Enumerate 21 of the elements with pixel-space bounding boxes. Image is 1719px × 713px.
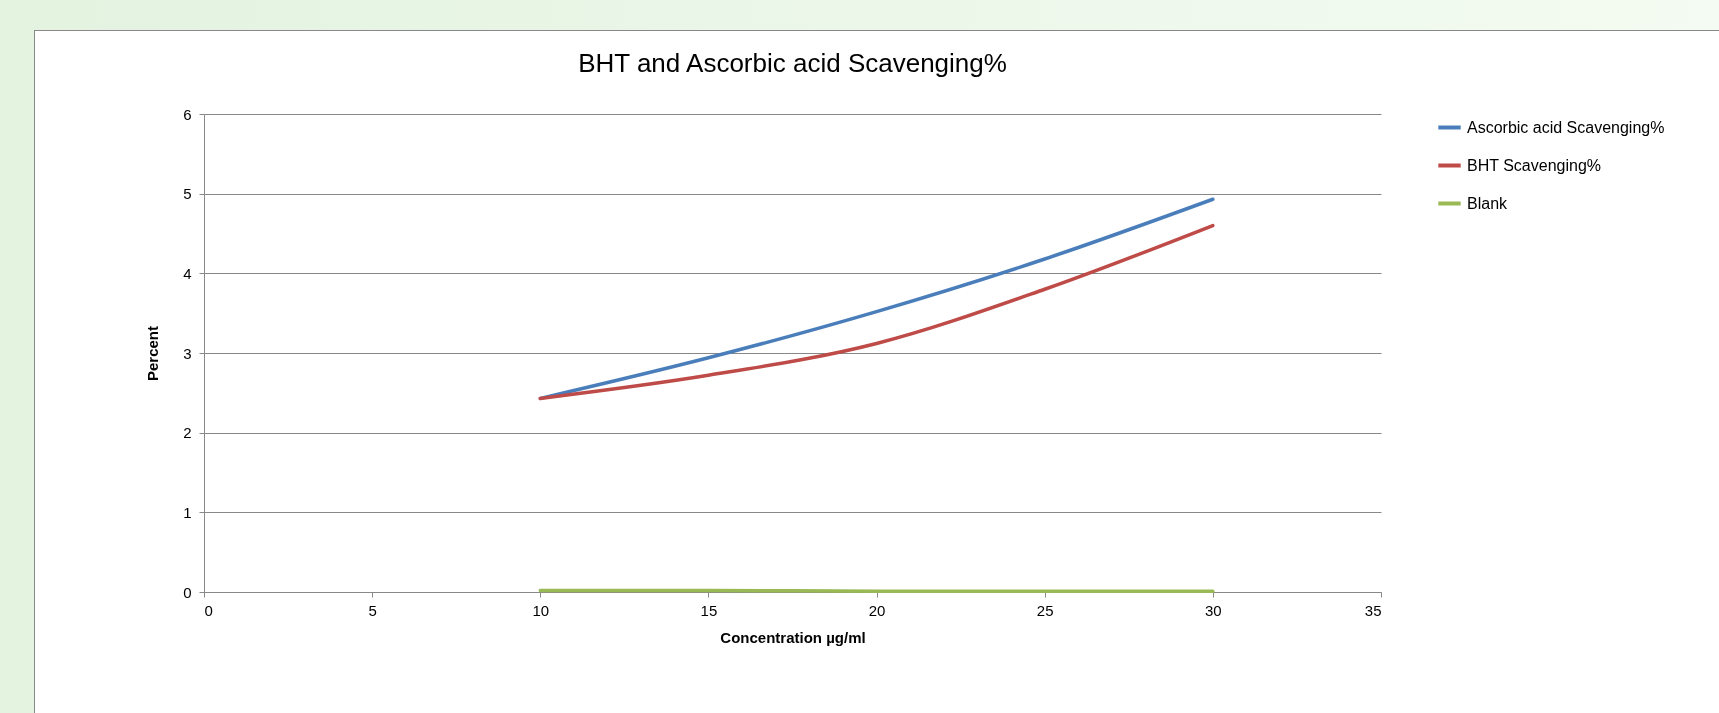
legend-label: Ascorbic acid Scavenging% <box>1467 118 1665 136</box>
legend-label: Blank <box>1467 194 1509 212</box>
x-tick-label: 25 <box>1036 601 1054 619</box>
x-tick-label: 10 <box>532 601 550 619</box>
chart-title: BHT and Ascorbic acid Scavenging% <box>578 48 1007 78</box>
y-axis-title: Percent <box>144 325 162 382</box>
y-tick-label: 5 <box>183 185 192 203</box>
x-axis-title: Concentration µg/ml <box>720 628 866 646</box>
y-tick-label: 1 <box>183 503 192 521</box>
y-tick-label: 6 <box>183 105 192 123</box>
x-tick-label: 35 <box>1364 601 1382 619</box>
x-tick-label: 5 <box>368 601 377 619</box>
legend-label: BHT Scavenging% <box>1467 156 1601 174</box>
x-tick-label: 0 <box>204 601 213 619</box>
y-tick-label: 2 <box>183 424 192 442</box>
x-tick-label: 15 <box>700 601 718 619</box>
x-tick-label: 30 <box>1205 601 1222 619</box>
y-tick-label: 4 <box>183 264 192 282</box>
y-tick-label: 3 <box>183 344 192 362</box>
x-tick-label: 20 <box>868 601 886 619</box>
y-tick-label: 0 <box>183 583 192 601</box>
